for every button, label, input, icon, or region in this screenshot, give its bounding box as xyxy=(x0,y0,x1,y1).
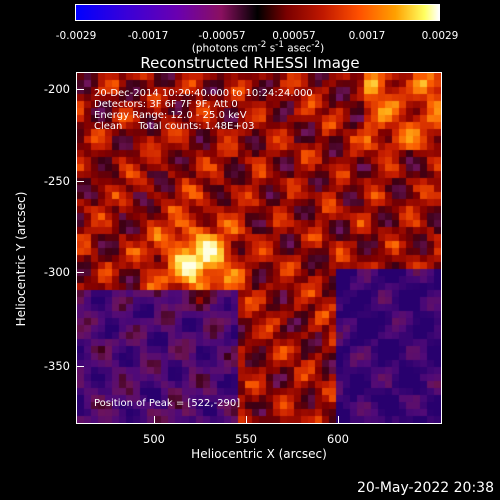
colorbar-tick-label: 0.0029 xyxy=(421,30,459,42)
clean-counts-annotation: Clean Total counts: 1.48E+03 xyxy=(94,121,255,132)
y-tick-label: -250 xyxy=(43,174,70,188)
colorbar-tick-label: 0.0017 xyxy=(348,30,386,42)
y-tick-mark xyxy=(76,89,84,90)
colorbar-tick-label: -0.00057 xyxy=(198,30,246,42)
y-axis-label: Heliocentric Y (arcsec) xyxy=(14,191,28,327)
colorbar-tick-label: 0.00057 xyxy=(272,30,316,42)
x-axis-label: Heliocentric X (arcsec) xyxy=(191,447,327,461)
time-range-annotation: 20-Dec-2014 10:20:40.000 to 10:24:24.000 xyxy=(94,88,313,99)
y-tick-mark xyxy=(76,181,84,182)
x-tick-label: 600 xyxy=(327,432,349,446)
y-tick-label: -200 xyxy=(43,82,70,96)
x-tick-mark xyxy=(246,416,247,424)
colorbar-unit-label: (photons cm-2 s-1 asec-2) xyxy=(191,40,325,55)
colorbar-tick-label: -0.0029 xyxy=(55,30,97,42)
peak-position-annotation: Position of Peak = [522,-290] xyxy=(94,398,241,409)
image-plot-area: 20-Dec-2014 10:20:40.000 to 10:24:24.000… xyxy=(76,72,442,424)
energy-range-annotation: Energy Range: 12.0 - 25.0 keV xyxy=(94,110,247,121)
y-tick-label: -300 xyxy=(43,265,70,279)
x-tick-mark xyxy=(154,416,155,424)
detectors-annotation: Detectors: 3F 6F 7F 9F, Att 0 xyxy=(94,99,238,110)
colorbar-tick-label: -0.0017 xyxy=(127,30,169,42)
x-tick-label: 550 xyxy=(235,432,257,446)
rhessi-heatmap-image xyxy=(77,73,441,423)
x-tick-mark xyxy=(338,416,339,424)
y-tick-mark xyxy=(76,366,84,367)
x-tick-label: 500 xyxy=(143,432,165,446)
footer-timestamp: 20-May-2022 20:38 xyxy=(356,480,494,496)
y-tick-mark xyxy=(76,272,84,273)
y-tick-label: -350 xyxy=(43,359,70,373)
colorbar xyxy=(75,4,440,21)
plot-title: Reconstructed RHESSI Image xyxy=(140,54,360,72)
